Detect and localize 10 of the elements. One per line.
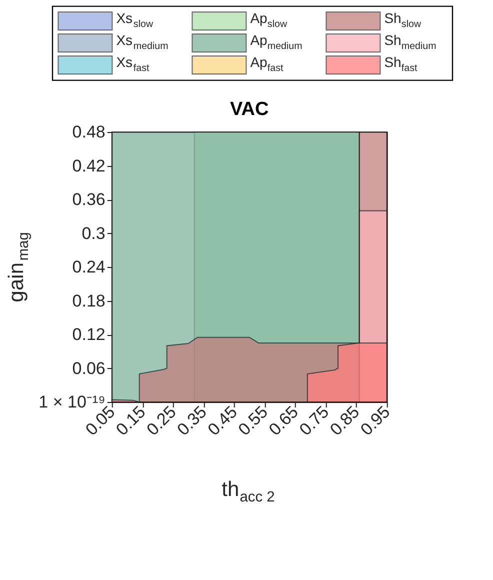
y-tick-label: 0.06 [72,358,106,378]
y-tick-label: 0.18 [72,291,106,310]
chart-title: VAC [230,99,269,120]
y-tick-label: 0.24 [72,258,106,276]
y-tick-label: 0.3 [82,224,106,243]
y-tick-label: 0.12 [72,325,106,344]
y-tick-label: 0.36 [72,190,106,209]
y-tick-label: 0.48 [72,122,106,142]
y-tick-label: 0.42 [72,156,106,176]
y-axis-title: gainmag [4,232,32,302]
